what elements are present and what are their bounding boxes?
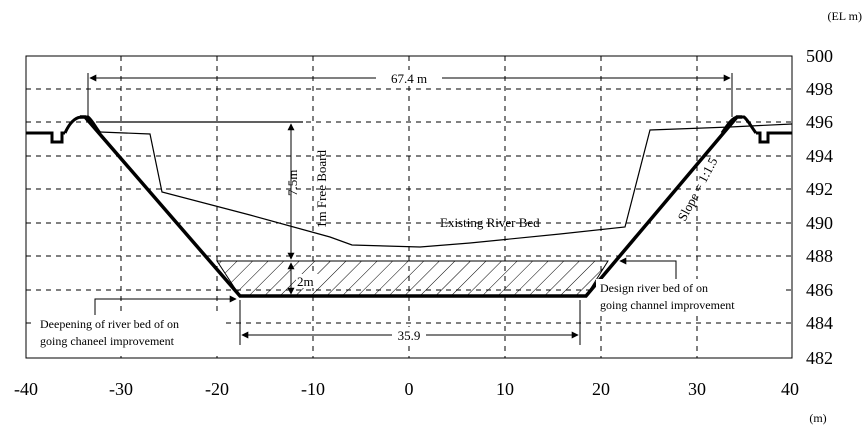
design-bed-label-bg [596, 279, 786, 315]
x-tick-neg30: -30 [109, 379, 133, 399]
bottom-width-label: 35.9 [398, 328, 421, 343]
top-width-label-bg [376, 70, 442, 86]
depth-label: 7.5m [285, 170, 300, 196]
elevation-unit-label: (EL m) [827, 9, 862, 23]
y-tick-492: 492 [806, 179, 833, 199]
y-tick-498: 498 [806, 79, 833, 99]
x-tick-30: 30 [688, 379, 706, 399]
deepening-hatch-area [216, 260, 609, 297]
deepening-label-bg [296, 274, 318, 288]
x-tick-20: 20 [592, 379, 610, 399]
grid [26, 56, 792, 358]
x-tick-neg40: -40 [14, 379, 38, 399]
x-tick-10: 10 [496, 379, 514, 399]
x-tick-0: 0 [405, 379, 414, 399]
existing-bed-label: Existing River Bed [440, 215, 540, 230]
right-levee [720, 115, 758, 134]
y-tick-482: 482 [806, 348, 833, 368]
y-tick-500: 500 [806, 46, 833, 66]
y-tick-488: 488 [806, 246, 833, 266]
left-bank-ground [26, 131, 65, 144]
design-bed-leader [619, 257, 677, 283]
y-tick-494: 494 [806, 146, 833, 166]
x-tick-neg20: -20 [205, 379, 229, 399]
x-axis-ticks: -40 -30 -20 -10 0 10 20 30 40 [14, 379, 799, 399]
right-bank-ground [756, 131, 792, 144]
x-tick-neg10: -10 [301, 379, 325, 399]
y-tick-486: 486 [806, 280, 833, 300]
top-width-label: 67.4 m [391, 71, 427, 86]
bottom-width-label-bg [392, 327, 426, 343]
x-tick-40: 40 [781, 379, 799, 399]
y-tick-490: 490 [806, 213, 833, 233]
deepening-text-line1: Deepening of river bed of on [40, 317, 179, 331]
y-axis-ticks: 500 498 496 494 492 490 488 486 484 482 [806, 46, 833, 368]
free-board-label: 1m Free Board [314, 150, 329, 228]
deepening-label: 2m [297, 274, 314, 289]
deepening-text-bg [36, 315, 226, 351]
existing-river-bed-line [99, 123, 793, 248]
design-bed-label-line2: going channel improvement [600, 298, 735, 312]
distance-unit-label: (m) [809, 411, 826, 425]
design-bed-label-line1: Design river bed of on [600, 281, 708, 295]
deepening-leader [94, 295, 237, 318]
y-tick-484: 484 [806, 313, 833, 333]
y-tick-496: 496 [806, 112, 833, 132]
deepening-text-line2: going chaneel improvement [40, 334, 175, 348]
left-levee [63, 115, 102, 134]
